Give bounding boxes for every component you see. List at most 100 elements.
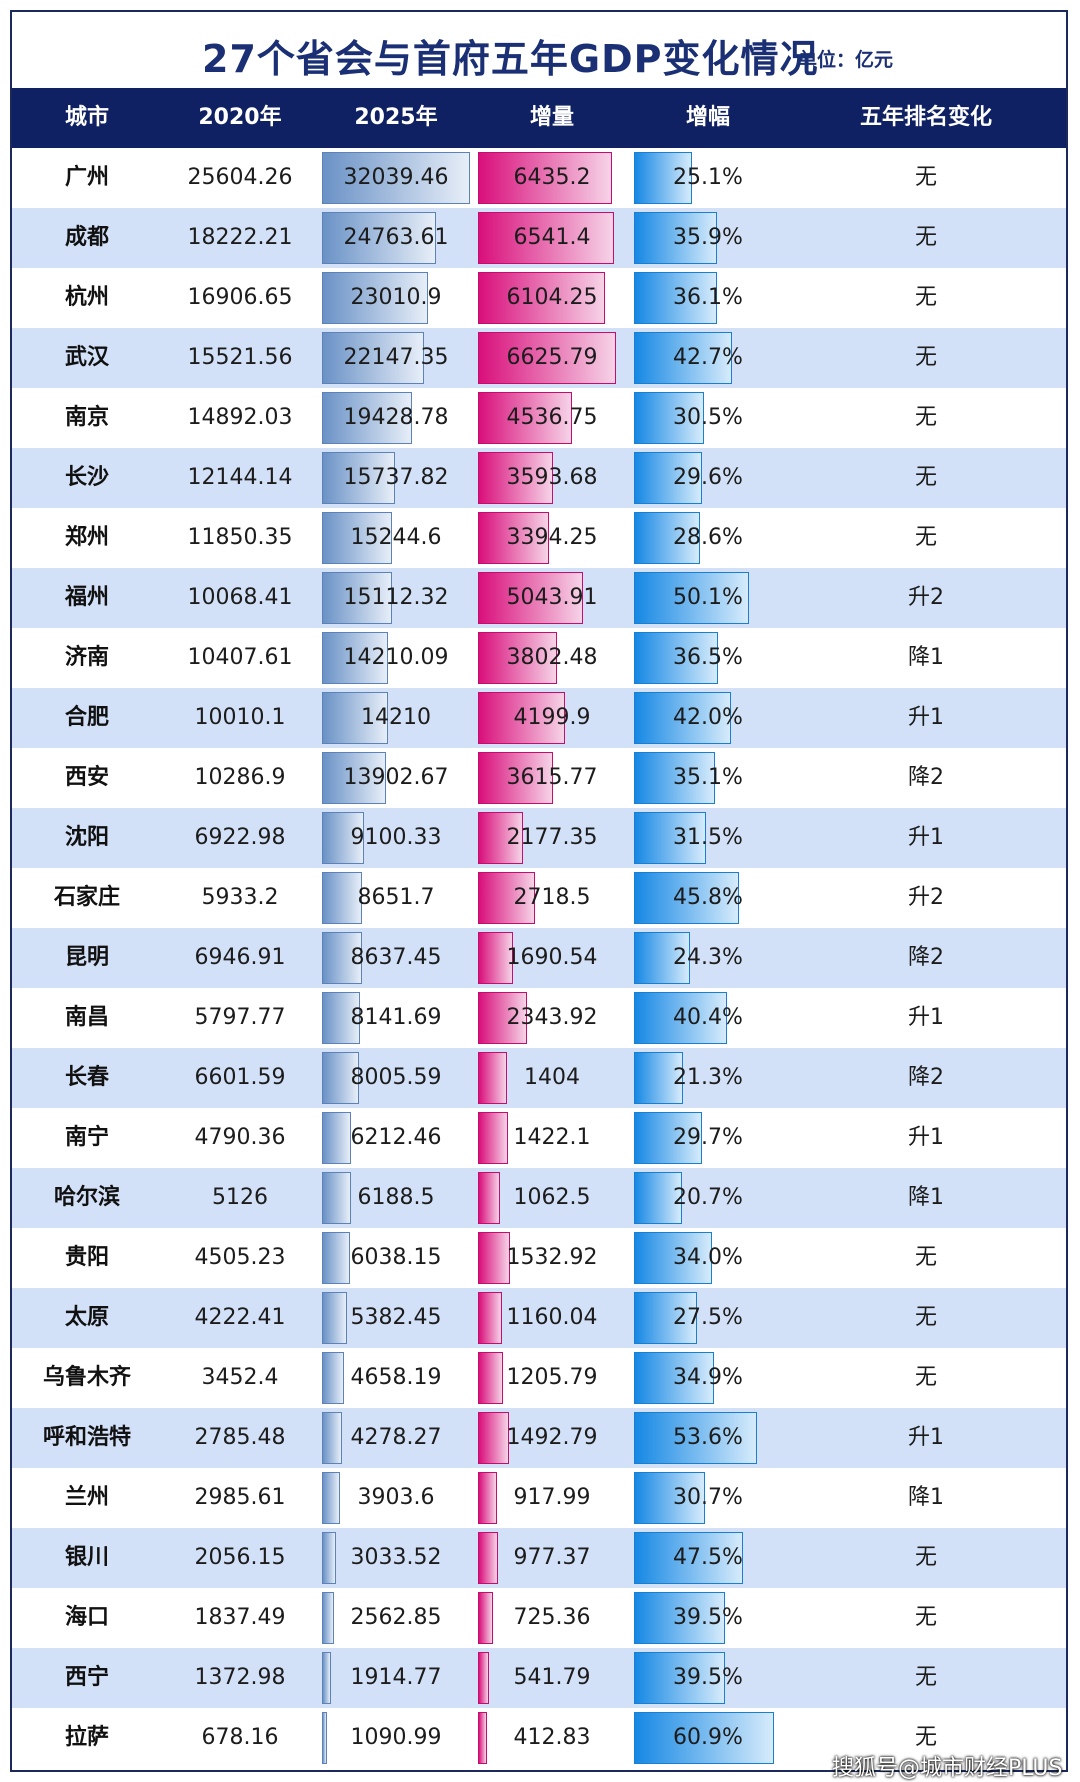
- header-city: 城市: [64, 105, 109, 130]
- cell-gdp-2025: 5382.45: [350, 1305, 442, 1330]
- cell-rank-change: 无: [914, 1245, 937, 1270]
- bar-growth: [634, 992, 727, 1044]
- cell-gdp-2025: 8141.69: [350, 1005, 442, 1030]
- bar-increase: [478, 332, 616, 384]
- cell-increase: 1492.79: [506, 1425, 598, 1450]
- cell-rank-change: 降1: [908, 645, 944, 670]
- cell-increase: 1205.79: [506, 1365, 598, 1390]
- bar-growth: [634, 1412, 758, 1464]
- bar-growth: [634, 1592, 725, 1644]
- table-row: 昆明 6946.91 8637.45 1690.54 24.3% 降2: [12, 928, 1066, 988]
- cell-city: 西宁: [64, 1665, 109, 1690]
- bar-growth: [634, 872, 740, 924]
- cell-gdp-2025: 9100.33: [350, 825, 442, 850]
- header-2020: 2020年: [198, 105, 282, 130]
- cell-gdp-2025: 6188.5: [357, 1185, 435, 1210]
- table-row: 贵阳 4505.23 6038.15 1532.92 34.0% 无: [12, 1228, 1066, 1288]
- table-row: 银川 2056.15 3033.52 977.37 47.5% 无: [12, 1528, 1066, 1588]
- table-row: 拉萨 678.16 1090.99 412.83 60.9% 无: [12, 1708, 1066, 1768]
- cell-gdp-2025: 14210: [361, 705, 431, 730]
- bar-gdp-2025: [322, 332, 425, 384]
- bar-growth: [634, 332, 733, 384]
- cell-growth: 24.3%: [673, 945, 743, 970]
- cell-gdp-2020: 3452.4: [201, 1365, 279, 1390]
- cell-gdp-2020: 6601.59: [194, 1065, 286, 1090]
- cell-city: 石家庄: [53, 885, 120, 910]
- table-row: 哈尔滨 5126 6188.5 1062.5 20.7% 降1: [12, 1168, 1066, 1228]
- cell-increase: 412.83: [513, 1725, 591, 1750]
- bar-growth: [634, 692, 731, 744]
- bar-gdp-2025: [322, 572, 392, 624]
- cell-gdp-2020: 25604.26: [187, 165, 293, 190]
- cell-rank-change: 升1: [908, 1425, 944, 1450]
- cell-rank-change: 升2: [908, 885, 944, 910]
- cell-gdp-2025: 15244.6: [350, 525, 442, 550]
- cell-increase: 1160.04: [506, 1305, 598, 1330]
- cell-increase: 5043.91: [506, 585, 598, 610]
- bar-increase: [478, 392, 573, 444]
- cell-rank-change: 无: [914, 405, 937, 430]
- cell-increase: 1690.54: [506, 945, 598, 970]
- cell-gdp-2020: 11850.35: [187, 525, 293, 550]
- bar-gdp-2025: [322, 1412, 342, 1464]
- cell-growth: 42.0%: [673, 705, 743, 730]
- cell-rank-change: 无: [914, 465, 937, 490]
- bar-increase: [478, 272, 606, 324]
- cell-city: 贵阳: [64, 1245, 109, 1270]
- bar-growth: [634, 1352, 715, 1404]
- cell-gdp-2025: 8651.7: [357, 885, 435, 910]
- cell-growth: 36.5%: [673, 645, 743, 670]
- cell-growth: 28.6%: [673, 525, 743, 550]
- cell-growth: 50.1%: [673, 585, 743, 610]
- bar-increase: [478, 1532, 499, 1584]
- cell-growth: 42.7%: [673, 345, 743, 370]
- header-rank-change: 五年排名变化: [859, 105, 992, 130]
- cell-rank-change: 降2: [908, 945, 944, 970]
- cell-city: 成都: [64, 225, 109, 250]
- bar-gdp-2025: [322, 1172, 351, 1224]
- bar-increase: [478, 1292, 503, 1344]
- bar-gdp-2025: [322, 212, 437, 264]
- table-row: 海口 1837.49 2562.85 725.36 39.5% 无: [12, 1588, 1066, 1648]
- bar-gdp-2025: [322, 512, 393, 564]
- table-row: 兰州 2985.61 3903.6 917.99 30.7% 降1: [12, 1468, 1066, 1528]
- bar-growth: [634, 1172, 682, 1224]
- cell-increase: 3615.77: [506, 765, 598, 790]
- cell-city: 杭州: [64, 285, 109, 310]
- cell-rank-change: 无: [914, 1605, 937, 1630]
- bar-gdp-2025: [322, 992, 360, 1044]
- cell-increase: 1422.1: [513, 1125, 591, 1150]
- cell-gdp-2020: 10068.41: [187, 585, 293, 610]
- cell-city: 兰州: [64, 1485, 109, 1510]
- cell-growth: 29.6%: [673, 465, 743, 490]
- cell-gdp-2020: 5797.77: [194, 1005, 286, 1030]
- bar-increase: [478, 1412, 510, 1464]
- cell-gdp-2025: 23010.9: [350, 285, 442, 310]
- cell-rank-change: 升1: [908, 825, 944, 850]
- cell-increase: 4199.9: [513, 705, 591, 730]
- cell-rank-change: 无: [914, 345, 937, 370]
- cell-increase: 3593.68: [506, 465, 598, 490]
- cell-gdp-2025: 15737.82: [343, 465, 449, 490]
- bar-increase: [478, 752, 554, 804]
- cell-rank-change: 无: [914, 1725, 937, 1750]
- cell-gdp-2020: 12144.14: [187, 465, 293, 490]
- cell-gdp-2020: 2985.61: [194, 1485, 286, 1510]
- watermark: 搜狐号@城市财经PLUS: [832, 1756, 1063, 1781]
- cell-gdp-2020: 2785.48: [194, 1425, 286, 1450]
- bar-gdp-2025: [322, 1352, 344, 1404]
- cell-increase: 1404: [524, 1065, 580, 1090]
- cell-gdp-2020: 1837.49: [194, 1605, 286, 1630]
- cell-gdp-2020: 4790.36: [194, 1125, 286, 1150]
- cell-gdp-2025: 4278.27: [350, 1425, 442, 1450]
- cell-city: 南昌: [64, 1005, 109, 1030]
- cell-gdp-2025: 14210.09: [343, 645, 449, 670]
- cell-growth: 30.7%: [673, 1485, 743, 1510]
- cell-increase: 1062.5: [513, 1185, 591, 1210]
- cell-growth: 40.4%: [673, 1005, 743, 1030]
- cell-city: 郑州: [64, 525, 109, 550]
- cell-rank-change: 无: [914, 225, 937, 250]
- title-row: 27个省会与首府五年GDP变化情况 单位：亿元: [12, 12, 1066, 88]
- cell-rank-change: 升1: [908, 1005, 944, 1030]
- cell-city: 乌鲁木齐: [42, 1365, 131, 1390]
